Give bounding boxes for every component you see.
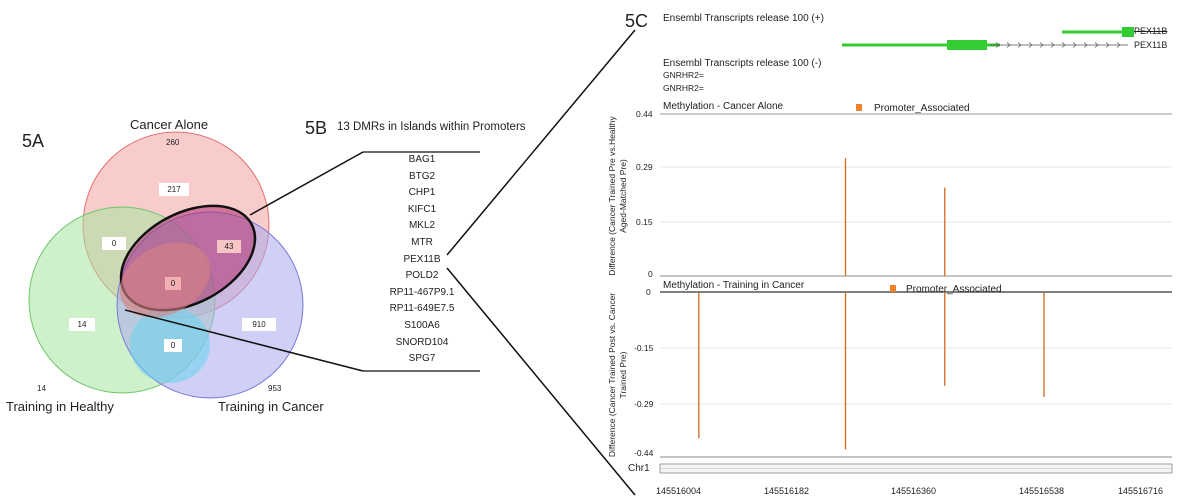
connector-pex11b-bottom xyxy=(446,267,636,496)
venn-set-label-training-healthy: Training in Healthy xyxy=(6,399,114,414)
track2-gridlines xyxy=(660,347,1172,405)
venn-set-total-training-healthy: 14 xyxy=(37,384,46,393)
track2-ytick-2: -0.15 xyxy=(634,343,654,353)
xtick-5: 145516716 xyxy=(1118,486,1164,496)
strand-chevron xyxy=(1094,42,1099,48)
strand-chevron xyxy=(1083,42,1088,48)
track2-legend-label: Promoter_Associated xyxy=(906,284,1002,295)
gene-item: SPG7 xyxy=(408,353,436,365)
connector-line-top xyxy=(249,151,364,216)
gene-item: MTR xyxy=(411,237,433,248)
gene-item: BAG1 xyxy=(408,154,436,165)
gene-item: RP11-467P9.1 xyxy=(389,286,455,298)
gene-item: KIFC1 xyxy=(407,203,437,215)
gene-item: RP11-649E7.5 xyxy=(389,303,455,315)
strand-chevron xyxy=(1116,42,1121,48)
xtick-2: 145516182 xyxy=(764,486,810,496)
track1-ytick-3: 0.15 xyxy=(636,217,653,227)
gene-item: SNORD104 xyxy=(395,336,449,348)
track2-ytick-1: 0 xyxy=(646,287,651,297)
track1-gridlines xyxy=(660,166,1172,223)
transcript-plus-exon-1 xyxy=(1122,27,1134,37)
track2-title: Methylation - Training in Cancer xyxy=(663,280,805,291)
connector-pex11b-top xyxy=(446,29,636,256)
track1-ytick-1: 0.44 xyxy=(636,109,653,119)
panel-b-title: 13 DMRs in Islands within Promoters xyxy=(337,121,526,133)
gene-item: MKL2 xyxy=(408,220,436,232)
track1-ylabel: Difference (Cancer Trained Pre vs.Health… xyxy=(607,116,628,276)
venn-count-all-three: 0 xyxy=(165,277,181,290)
xtick-1: 145516004 xyxy=(656,486,702,496)
venn-set-total-cancer-alone: 260 xyxy=(166,138,180,147)
track1-legend-swatch xyxy=(856,104,862,111)
track2-legend-swatch xyxy=(890,285,896,292)
track2-bars xyxy=(698,292,1045,450)
strand-chevron xyxy=(1105,42,1110,48)
venn-count-healthy-training: 0 xyxy=(164,339,182,352)
venn-set-label-training-cancer: Training in Cancer xyxy=(218,399,324,414)
panel-c-label: 5C xyxy=(625,11,649,31)
gene-item: PEX11B xyxy=(403,253,441,265)
gene-item: POLD2 xyxy=(405,270,439,282)
track1-title: Methylation - Cancer Alone xyxy=(663,101,784,112)
track2-ytick-3: -0.29 xyxy=(634,399,654,409)
venn-set-label-cancer-alone: Cancer Alone xyxy=(130,117,209,132)
strand-chevron xyxy=(1006,42,1011,48)
transcript-plus-exon-2 xyxy=(947,40,987,50)
strand-chevron xyxy=(1039,42,1044,48)
xtick-3: 145516360 xyxy=(891,486,937,496)
strand-chevron xyxy=(995,42,1000,48)
venn-count-cancer-only: 217 xyxy=(159,183,189,196)
venn-count-cancer-healthy: 0 xyxy=(102,237,126,250)
track2-ytick-4: -0.44 xyxy=(634,448,654,458)
chromosome-label: Chr1 xyxy=(628,463,650,474)
venn-count-cancer-training: 43 xyxy=(217,240,241,253)
track-minus-gene-1: GNRHR2= xyxy=(663,70,704,80)
track-plus-gene-2: PEX11B xyxy=(1134,40,1168,50)
strand-chevron xyxy=(1017,42,1022,48)
track2-ylabel: Difference (Cancer Trained Post vs. Canc… xyxy=(607,292,628,458)
strand-chevron xyxy=(1028,42,1033,48)
track1-ytick-2: 0.29 xyxy=(636,162,653,172)
panel-a-label: 5A xyxy=(22,131,45,151)
venn-count-healthy-only: 14 xyxy=(69,318,95,331)
strand-chevron xyxy=(1061,42,1066,48)
gene-item: BTG2 xyxy=(408,170,436,182)
gene-item: CHP1 xyxy=(408,187,436,199)
track-minus-gene-2: GNRHR2= xyxy=(663,83,704,93)
track-plus-gene-1: PEX11B xyxy=(1134,26,1168,36)
track1-legend-label: Promoter_Associated xyxy=(874,103,970,114)
xtick-4: 145516538 xyxy=(1019,486,1065,496)
panel-b-label: 5B xyxy=(305,118,328,138)
gene-item: S100A6 xyxy=(404,320,440,331)
track-plus-title: Ensembl Transcripts release 100 (+) xyxy=(663,13,824,24)
transcript-plus-arrows xyxy=(995,42,1121,48)
track-minus-title: Ensembl Transcripts release 100 (-) xyxy=(663,58,822,69)
venn-set-total-training-cancer: 953 xyxy=(268,384,282,393)
strand-chevron xyxy=(1072,42,1077,48)
track1-ytick-4: 0 xyxy=(648,269,653,279)
strand-chevron xyxy=(1050,42,1055,48)
venn-count-training-cancer-only: 910 xyxy=(242,318,276,331)
connector-line-bottom xyxy=(124,309,364,372)
track1-bars xyxy=(844,158,946,276)
